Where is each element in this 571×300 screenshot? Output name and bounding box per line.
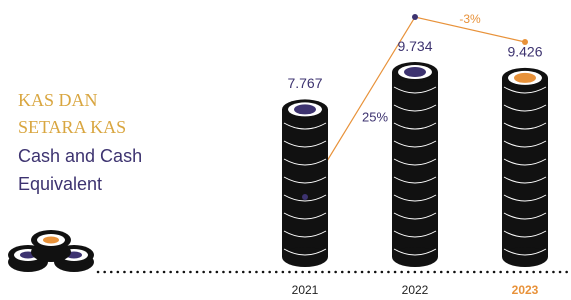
growth-point [412,14,418,20]
title-line: KAS DAN [18,90,98,110]
stack-bottom [282,247,328,267]
stack-filling [404,67,426,77]
title-line: SETARA KAS [18,117,126,137]
growth-point [302,194,308,200]
bar [502,78,548,257]
sushi-icon [8,230,94,272]
stack-filling [514,73,536,83]
subtitle-line: Cash and Cash [18,146,142,166]
chart: 25% -3% KAS DAN SETARA KAS Cash and Cash… [0,0,571,300]
icon-fill [43,237,59,244]
x-tick-label: 2023 [512,283,539,297]
x-tick-label: 2022 [402,283,429,297]
subtitle-line: Equivalent [18,174,102,194]
x-tick-label: 2021 [292,283,319,297]
value-label: 9.426 [507,44,542,60]
stacks [282,62,548,267]
value-label: 9.734 [397,38,432,54]
stack-filling [294,104,316,114]
stack-bottom [392,247,438,267]
value-label: 7.767 [287,75,322,91]
stack-bottom [502,247,548,267]
growth-label: -3% [459,12,481,26]
growth-label: 25% [362,109,388,124]
